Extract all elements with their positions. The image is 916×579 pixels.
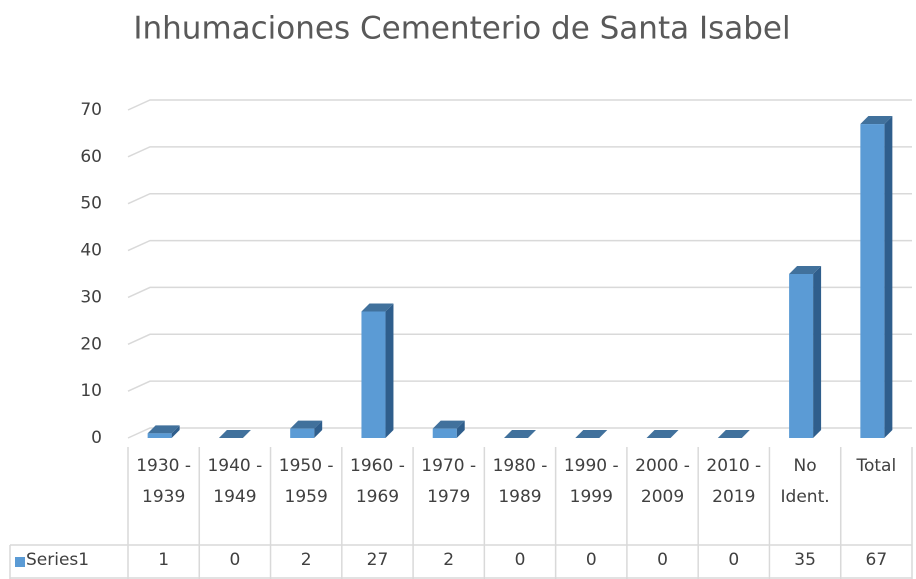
bar-top bbox=[504, 430, 536, 438]
grid-line bbox=[127, 380, 912, 392]
x-tick-label: 1960 - 1969 bbox=[350, 456, 405, 507]
y-tick-label: 10 bbox=[80, 381, 102, 401]
bar-top bbox=[575, 430, 608, 438]
y-tick-label: 30 bbox=[80, 287, 102, 307]
bar-top bbox=[147, 425, 180, 434]
bar-top bbox=[717, 430, 750, 438]
bar-top bbox=[361, 303, 394, 312]
grid-line bbox=[127, 333, 912, 345]
chart-title: Inhumaciones Cementerio de Santa Isabel bbox=[133, 11, 790, 47]
bar bbox=[860, 124, 885, 439]
legend-label: Series1 bbox=[26, 550, 90, 570]
data-table-value: 0 bbox=[229, 550, 241, 570]
bar-top bbox=[290, 420, 323, 429]
x-tick-label: Total bbox=[856, 456, 897, 476]
data-table-value: 1 bbox=[158, 550, 170, 570]
data-table-value: 2 bbox=[443, 550, 455, 570]
bar-top bbox=[789, 266, 822, 274]
x-tick-label: 1930 - 1939 bbox=[136, 456, 192, 507]
x-tick-label: 1990 - 1999 bbox=[563, 456, 619, 507]
bar-side bbox=[456, 420, 465, 438]
bar-top bbox=[432, 420, 465, 429]
y-tick-label: 70 bbox=[80, 100, 102, 120]
legend-swatch bbox=[15, 557, 25, 567]
bar bbox=[432, 428, 457, 438]
bar-side bbox=[385, 303, 394, 438]
x-tick-label: 1950 - 1959 bbox=[278, 456, 334, 507]
bar-side bbox=[813, 266, 822, 438]
bar-top bbox=[218, 430, 251, 438]
y-tick-label: 40 bbox=[80, 241, 102, 261]
bar-side bbox=[884, 116, 893, 439]
data-table-value: 2 bbox=[300, 550, 312, 570]
grid-line bbox=[127, 239, 912, 252]
y-tick-label: 50 bbox=[80, 194, 102, 214]
data-table-value: 35 bbox=[794, 550, 816, 570]
x-tick-label: 2000 - 2009 bbox=[635, 456, 690, 507]
grid-line bbox=[127, 192, 912, 205]
x-tick-label: 1940 - 1949 bbox=[207, 456, 263, 507]
x-tick-label: 1970 - 1979 bbox=[421, 456, 477, 507]
bar bbox=[147, 433, 172, 438]
bar-side bbox=[314, 420, 323, 438]
bar-side bbox=[171, 425, 180, 438]
grid-line bbox=[127, 99, 912, 111]
bar-top bbox=[646, 430, 679, 438]
data-table-value: 0 bbox=[657, 550, 668, 570]
x-tick-label: 1980 - 1989 bbox=[492, 456, 548, 507]
bar bbox=[361, 311, 386, 438]
data-table-value: 27 bbox=[366, 550, 389, 570]
grid-line bbox=[127, 427, 912, 439]
bar-top bbox=[860, 116, 893, 125]
bar bbox=[290, 428, 315, 438]
x-tick-label: 2010 - 2019 bbox=[706, 456, 762, 507]
grid-line bbox=[127, 146, 912, 158]
data-table-value: 0 bbox=[728, 550, 740, 570]
bar bbox=[789, 274, 814, 438]
y-tick-label: 60 bbox=[80, 147, 102, 167]
grid-line bbox=[127, 286, 912, 299]
data-table-value: 67 bbox=[865, 550, 888, 570]
data-table-value: 0 bbox=[514, 550, 526, 570]
y-tick-label: 20 bbox=[80, 334, 102, 354]
x-tick-label: No Ident. bbox=[780, 456, 830, 507]
y-tick-label: 0 bbox=[91, 428, 102, 448]
data-table-value: 0 bbox=[585, 550, 597, 570]
